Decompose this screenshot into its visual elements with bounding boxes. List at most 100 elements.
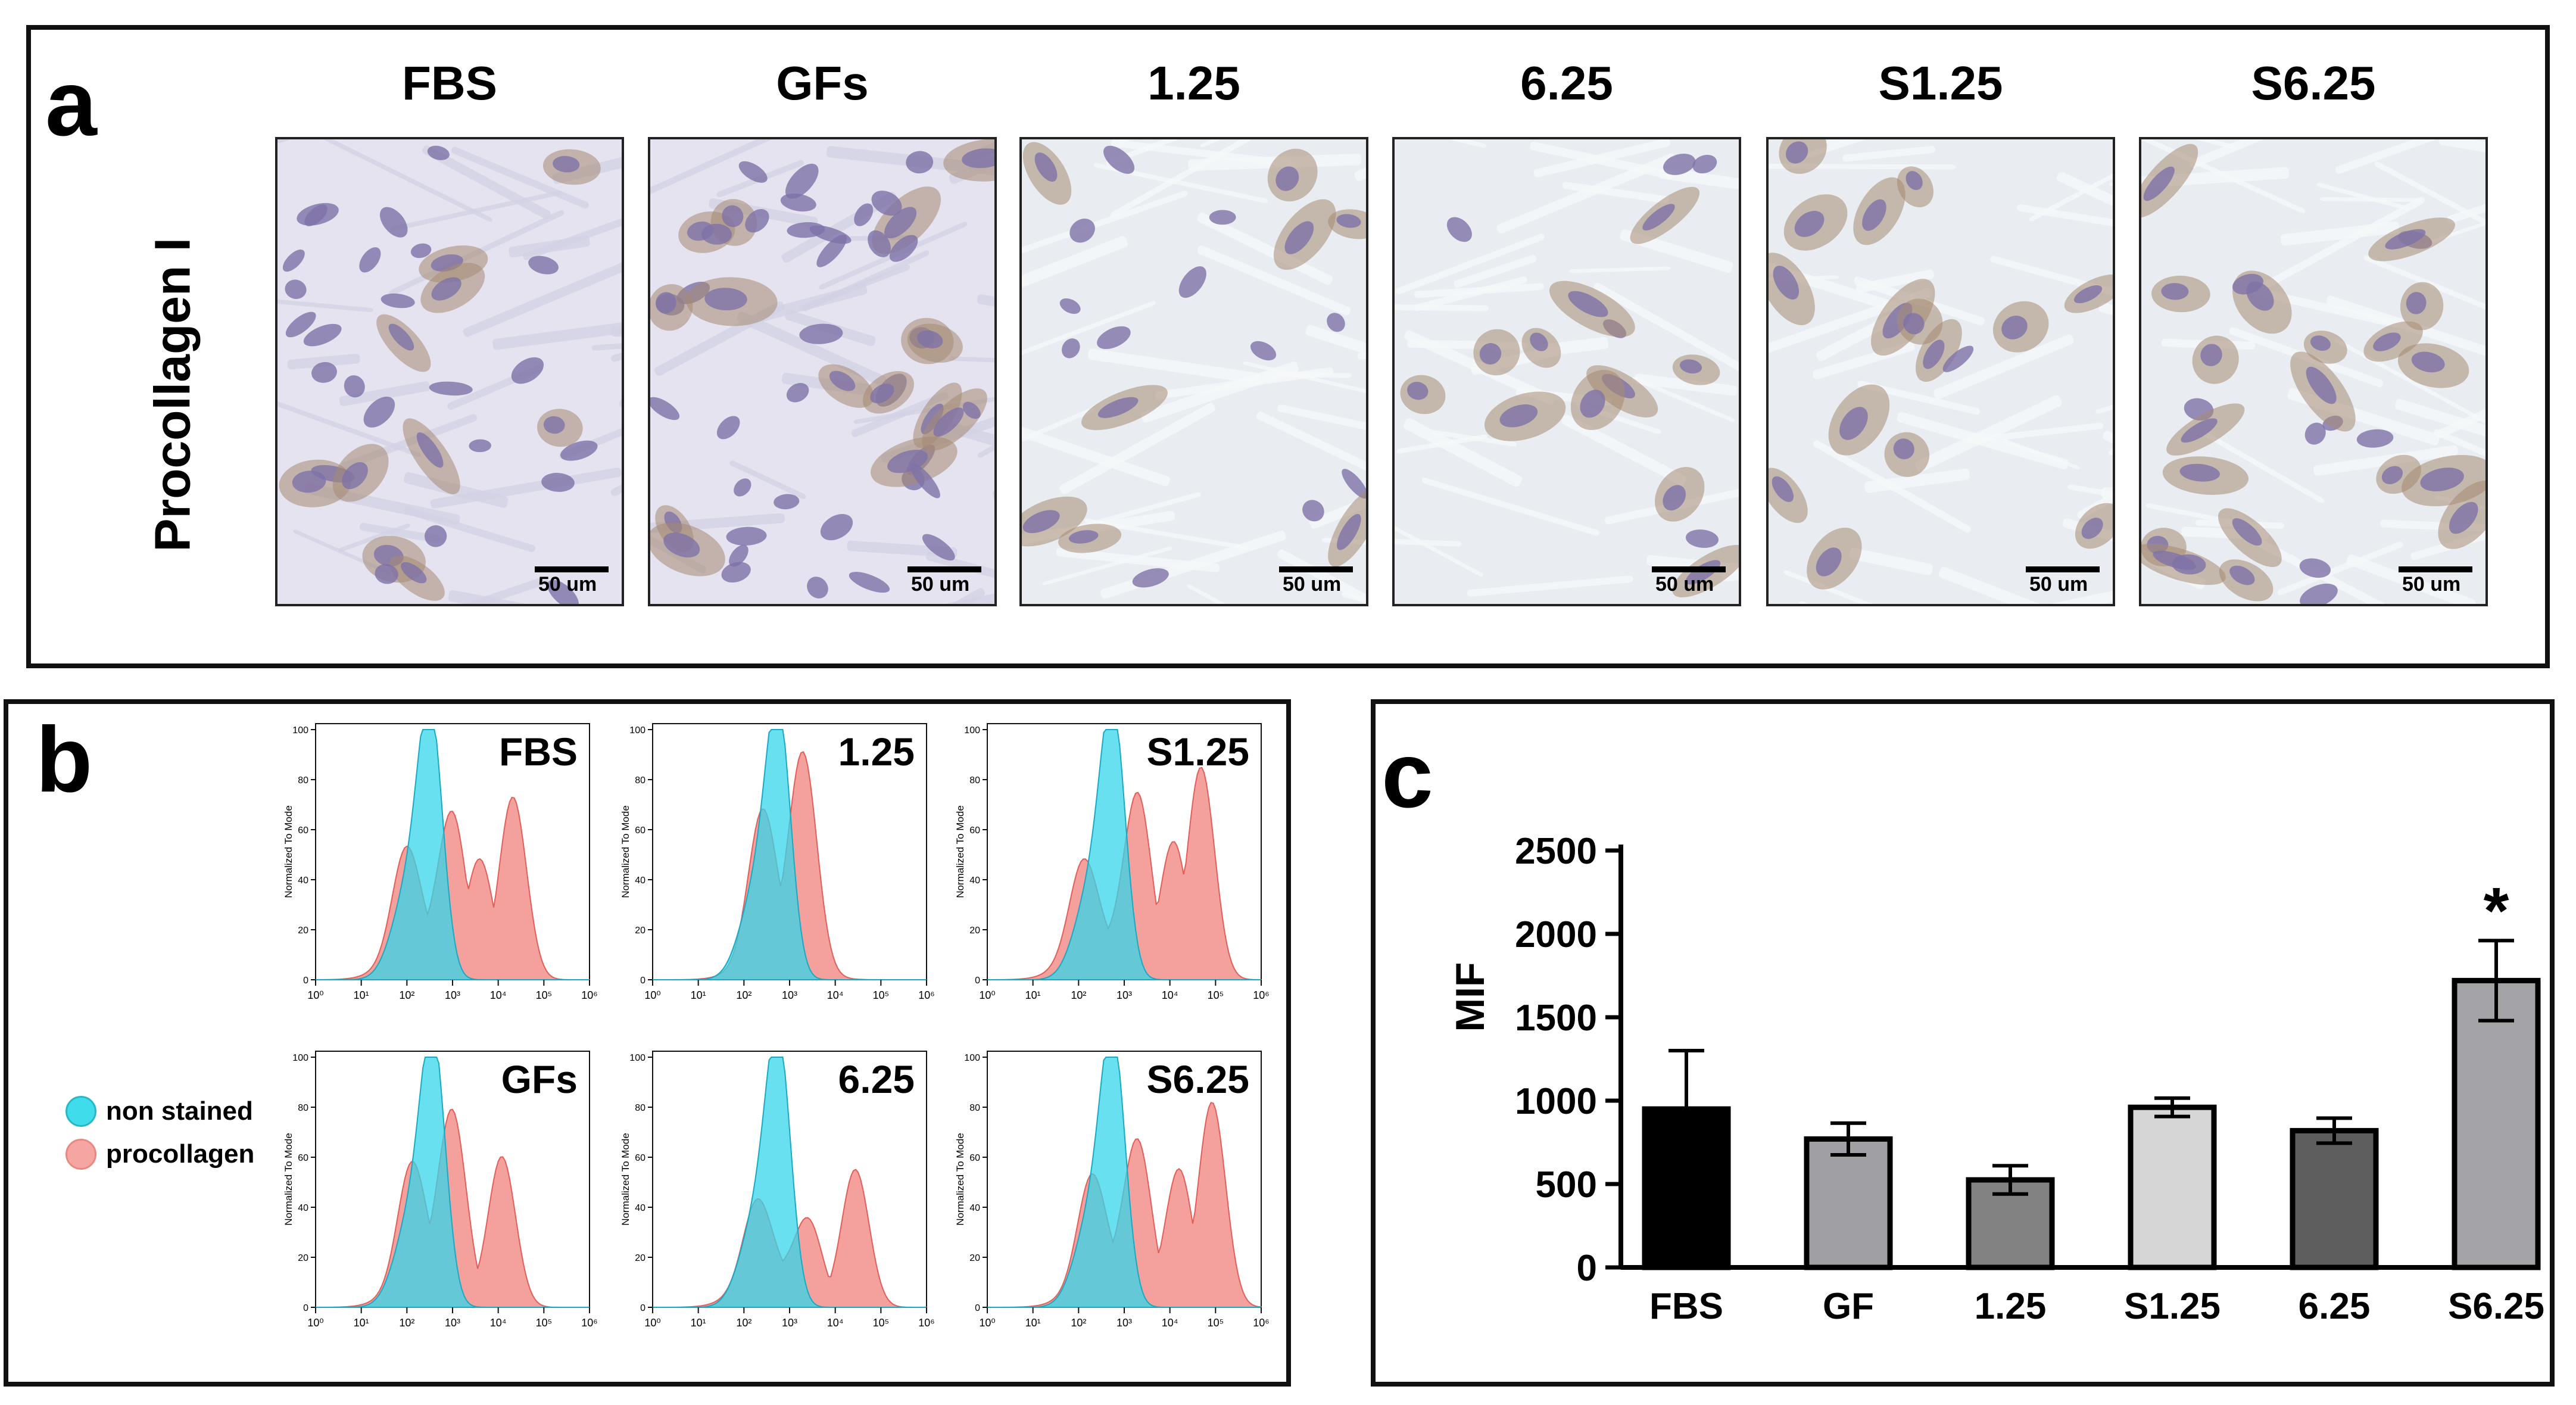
legend-procollagen-swatch [66, 1139, 96, 1170]
y-tick-label: 0 [1577, 1248, 1597, 1289]
x-tick-label: 10⁶ [1253, 1317, 1269, 1329]
significance-asterisk: * [2484, 874, 2509, 948]
micrograph-image [1395, 139, 1739, 604]
y-tick-label: 1000 [1515, 1081, 1597, 1122]
x-tick-label: S1.25 [2124, 1286, 2221, 1327]
x-tick-label: 10⁴ [827, 989, 844, 1001]
mif-bar-chart: 0 500 1000 1500 2000 2500 MIF FBS GF 1.25 S1.25 6.2… [1448, 831, 2544, 1327]
x-tick-label: 10⁶ [918, 1317, 934, 1329]
x-tick-label: 10⁰ [979, 989, 995, 1001]
x-tick-label: 10³ [782, 989, 797, 1001]
x-tick-label: 10¹ [354, 989, 369, 1001]
scale-bar [2399, 566, 2472, 572]
micrograph-s1-25 [1766, 137, 2115, 606]
x-tick-label: 10⁵ [1208, 989, 1224, 1001]
scale-bar-label: 50 um [1283, 573, 1342, 596]
histogram-title: 1.25 [838, 730, 915, 774]
x-tick-label: 10⁶ [1253, 989, 1269, 1001]
legend-non-stained-swatch [66, 1096, 96, 1127]
y-tick-label: 20 [969, 1253, 980, 1263]
x-tick-label: 10⁰ [979, 1317, 995, 1329]
histogram-title: FBS [499, 730, 578, 774]
x-tick-label: 10¹ [691, 989, 706, 1001]
histogram-title: S6.25 [1147, 1057, 1249, 1101]
micrograph-gfs [648, 137, 997, 606]
y-tick-label: 2000 [1515, 914, 1597, 955]
y-tick-label: 20 [635, 926, 645, 936]
column-title-fbs: FBS [402, 57, 497, 110]
y-tick-label: 1500 [1515, 998, 1597, 1039]
y-tick-label: 0 [975, 1303, 980, 1313]
x-tick-label: S6.25 [2448, 1286, 2544, 1327]
x-tick-label: 10² [399, 1317, 414, 1329]
x-tick-label: 10⁵ [1208, 1317, 1224, 1329]
x-tick-label: 10⁴ [1162, 1317, 1178, 1329]
y-tick-label: 100 [964, 1053, 980, 1063]
x-tick-label: 10⁴ [1162, 989, 1178, 1001]
y-tick-label: 20 [298, 926, 308, 936]
scale-bar [2026, 566, 2100, 572]
y-axis-label: Normalized To Mode [955, 805, 966, 898]
x-tick-label: 10⁰ [307, 989, 323, 1001]
y-tick-label: 80 [635, 1103, 645, 1113]
y-tick-label: 100 [292, 1053, 308, 1063]
x-tick-label: 10¹ [1025, 1317, 1041, 1329]
x-tick-label: 10⁴ [827, 1317, 844, 1329]
y-tick-label: 60 [969, 825, 980, 836]
x-tick-label: 10² [736, 1317, 751, 1329]
y-tick-label: 20 [298, 1253, 308, 1263]
micrograph-6-25 [1392, 137, 1741, 606]
y-tick-label: 40 [635, 1203, 645, 1213]
y-tick-label: 100 [629, 725, 645, 736]
micrograph-image [277, 139, 622, 604]
x-tick-label: 1.25 [1975, 1286, 2047, 1327]
y-tick-label: 40 [969, 1203, 980, 1213]
micrograph-image [2141, 139, 2485, 604]
x-tick-label: 10³ [1117, 989, 1132, 1001]
scale-bar [535, 566, 609, 572]
scale-bar [1652, 566, 1726, 572]
histogram-1-25: 0 20 40 60 80 100 10⁰ 10¹ 10² 10³ 10⁴ 10⁵ 10⁶ Normali… [620, 723, 935, 1001]
x-tick-label: 10¹ [354, 1317, 369, 1329]
y-tick-label: 0 [975, 976, 980, 986]
histogram-title: GFs [501, 1057, 578, 1101]
x-tick-label: 10⁰ [644, 989, 660, 1001]
y-tick-label: 40 [635, 876, 645, 886]
x-tick-label: 10³ [1117, 1317, 1132, 1329]
y-tick-label: 0 [640, 976, 645, 986]
x-tick-label: 10¹ [1025, 989, 1041, 1001]
scale-bar-label: 50 um [2402, 573, 2461, 596]
panel-a-letter: a [45, 52, 97, 155]
y-tick-label: 80 [298, 1103, 308, 1113]
x-tick-label: 10³ [782, 1317, 797, 1329]
y-tick-label: 60 [969, 1153, 980, 1163]
micrograph-fbs [275, 137, 624, 606]
y-axis-label: Normalized To Mode [620, 1133, 631, 1226]
x-tick-label: 6.25 [2299, 1286, 2371, 1327]
x-tick-label: 10⁵ [536, 989, 552, 1001]
scale-bar-label: 50 um [538, 573, 597, 596]
y-tick-label: 0 [303, 976, 308, 986]
y-tick-label: 100 [964, 725, 980, 736]
histogram-fbs: 0 20 40 60 80 100 10⁰ 10¹ 10² 10³ 10⁴ 10⁵ 10⁶ Normali… [283, 723, 598, 1001]
y-tick-label: 60 [635, 1153, 645, 1163]
y-tick-label: 80 [298, 775, 308, 786]
x-tick-label: 10³ [445, 989, 460, 1001]
micrograph-s6-25 [2139, 137, 2488, 606]
y-tick-label: 100 [292, 725, 308, 736]
x-tick-label: 10⁰ [307, 1317, 323, 1329]
y-tick-label: 80 [969, 1103, 980, 1113]
bar-6-25 [2290, 1127, 2379, 1270]
scale-bar [907, 566, 981, 572]
scale-bar [1279, 566, 1353, 572]
y-axis-label: Normalized To Mode [955, 1133, 966, 1226]
y-tick-label: 500 [1536, 1164, 1597, 1205]
bar-s6-25 [2452, 977, 2541, 1270]
y-tick-label: 60 [635, 825, 645, 836]
histogram-title: 6.25 [838, 1057, 915, 1101]
x-tick-label: 10⁵ [873, 989, 889, 1001]
legend-non-stained: non stained [66, 1096, 253, 1127]
x-tick-label: 10⁴ [490, 989, 507, 1001]
y-axis-label: Normalized To Mode [283, 1133, 294, 1226]
y-axis-label: Normalized To Mode [620, 805, 631, 898]
